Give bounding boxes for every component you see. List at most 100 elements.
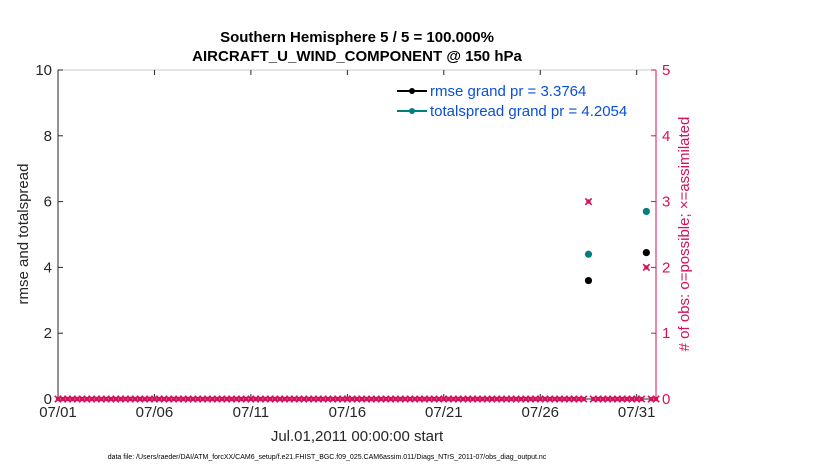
- obs-count-point-dot: [388, 396, 393, 402]
- obs-count-point-dot: [79, 396, 85, 402]
- obs-count-point-dot: [152, 396, 157, 402]
- obs-count-point-dot: [436, 396, 442, 402]
- y-right-tick-label: 2: [662, 259, 670, 276]
- y-right-tick-label: 0: [662, 391, 670, 408]
- obs-count-point-dot: [287, 396, 292, 402]
- obs-count-point-dot: [513, 396, 519, 402]
- obs-count-point-dot: [316, 396, 321, 402]
- obs-count-point-dot: [446, 396, 451, 402]
- obs-count-point-dot: [200, 396, 205, 402]
- obs-count-point-dot: [605, 396, 610, 402]
- obs-count-point-dot: [566, 396, 572, 402]
- obs-count-point-dot: [190, 396, 196, 402]
- y-left-tick-label: 8: [44, 128, 52, 145]
- obs-count-point-dot: [330, 396, 336, 402]
- obs-count-point-dot: [243, 396, 249, 402]
- series-point: [584, 250, 593, 258]
- obs-count-point-dot: [378, 396, 384, 402]
- obs-count-point-dot: [296, 396, 302, 402]
- obs-count-point-dot: [465, 396, 471, 402]
- obs-count-point-dot: [142, 396, 148, 402]
- obs-count-point-dot: [422, 396, 427, 402]
- obs-count-point-dot: [157, 396, 162, 402]
- obs-count-point-dot: [460, 396, 466, 402]
- obs-count-point-dot: [562, 396, 567, 402]
- obs-count-point-dot: [277, 396, 283, 402]
- obs-count-point-dot: [610, 396, 615, 402]
- obs-count-point-dot: [113, 396, 119, 402]
- obs-count-point-dot: [586, 199, 591, 204]
- obs-count-point-dot: [108, 396, 114, 402]
- obs-count-point-dot: [321, 396, 326, 402]
- obs-count-point-dot: [65, 396, 70, 402]
- series-point: [642, 207, 650, 216]
- obs-count-point-dot: [639, 396, 644, 402]
- obs-count-point-dot: [644, 265, 649, 270]
- obs-count-point-dot: [398, 396, 403, 402]
- series-point: [584, 276, 593, 285]
- obs-count-point-dot: [403, 396, 408, 402]
- obs-count-point-dot: [489, 396, 495, 402]
- y-left-tick-label: 6: [44, 194, 52, 211]
- legend-label-totalspread: totalspread grand pr = 4.2054: [430, 103, 627, 120]
- obs-count-point-dot: [359, 396, 365, 402]
- obs-count-point-dot: [542, 396, 548, 402]
- obs-count-point-dot: [634, 396, 639, 402]
- obs-count-point-dot: [393, 396, 398, 402]
- obs-count-point-dot: [176, 396, 181, 402]
- chart-subtitle: AIRCRAFT_U_WIND_COMPONENT @ 150 hPa: [192, 48, 522, 65]
- y-right-tick-label: 4: [662, 128, 670, 145]
- obs-count-point-dot: [576, 396, 582, 402]
- y-left-tick-label: 10: [35, 62, 52, 79]
- obs-count-point-dot: [629, 396, 635, 402]
- obs-count-point-dot: [340, 396, 345, 402]
- obs-count-point-dot: [214, 396, 220, 402]
- x-tick-label: 07/31: [618, 404, 656, 421]
- obs-count-point-dot: [195, 396, 201, 402]
- obs-count-point-dot: [99, 396, 104, 402]
- x-tick-label: 07/01: [39, 404, 77, 421]
- obs-count-point-dot: [485, 396, 490, 402]
- x-tick-label: 07/11: [233, 404, 269, 421]
- y-right-axis-label: # of obs: o=possible; ×=assimilated: [676, 117, 693, 352]
- obs-count-point-dot: [345, 396, 350, 402]
- obs-count-point-dot: [75, 396, 80, 402]
- obs-count-point-dot: [325, 396, 331, 402]
- obs-count-point-dot: [181, 396, 186, 402]
- obs-count-point-dot: [166, 396, 172, 402]
- obs-count-point-dot: [272, 396, 278, 402]
- obs-count-point-dot: [494, 396, 500, 402]
- legend-marker-rmse: [409, 88, 415, 94]
- obs-count-point-dot: [161, 396, 167, 402]
- obs-count-point-dot: [523, 396, 528, 402]
- obs-count-point-dot: [412, 396, 418, 402]
- obs-count-point-dot: [253, 396, 258, 402]
- chart-title: Southern Hemisphere 5 / 5 = 100.000%: [220, 29, 494, 46]
- obs-count-point-dot: [234, 396, 239, 402]
- obs-count-point-dot: [137, 396, 143, 402]
- obs-count-point-dot: [470, 396, 475, 402]
- obs-count-point: [579, 395, 588, 403]
- obs-count-point-dot: [118, 396, 123, 402]
- y-left-tick-label: 2: [44, 325, 52, 342]
- obs-count-point-dot: [427, 396, 432, 402]
- obs-count-point-dot: [70, 396, 75, 402]
- obs-count-point-dot: [335, 396, 340, 402]
- obs-count-point-dot: [94, 396, 99, 402]
- obs-count-point-dot: [258, 396, 263, 402]
- obs-count-point-dot: [123, 396, 128, 402]
- obs-count-point-dot: [504, 396, 509, 402]
- x-tick-label: 07/06: [136, 404, 174, 421]
- obs-count-point-dot: [205, 396, 210, 402]
- obs-count-point-dot: [557, 396, 562, 402]
- y-left-tick-label: 0: [44, 391, 52, 408]
- obs-count-point-dot: [374, 396, 379, 402]
- obs-count-point-dot: [239, 396, 244, 402]
- y-left-ticks: 0 2 4 6 8 10: [35, 62, 63, 408]
- obs-count-point-dot: [547, 396, 553, 402]
- obs-count-point-dot: [306, 396, 311, 402]
- obs-count-point-dot: [407, 396, 413, 402]
- data-series: [584, 207, 650, 285]
- y-right-ticks: 0 1 2 3 4 5: [651, 62, 670, 408]
